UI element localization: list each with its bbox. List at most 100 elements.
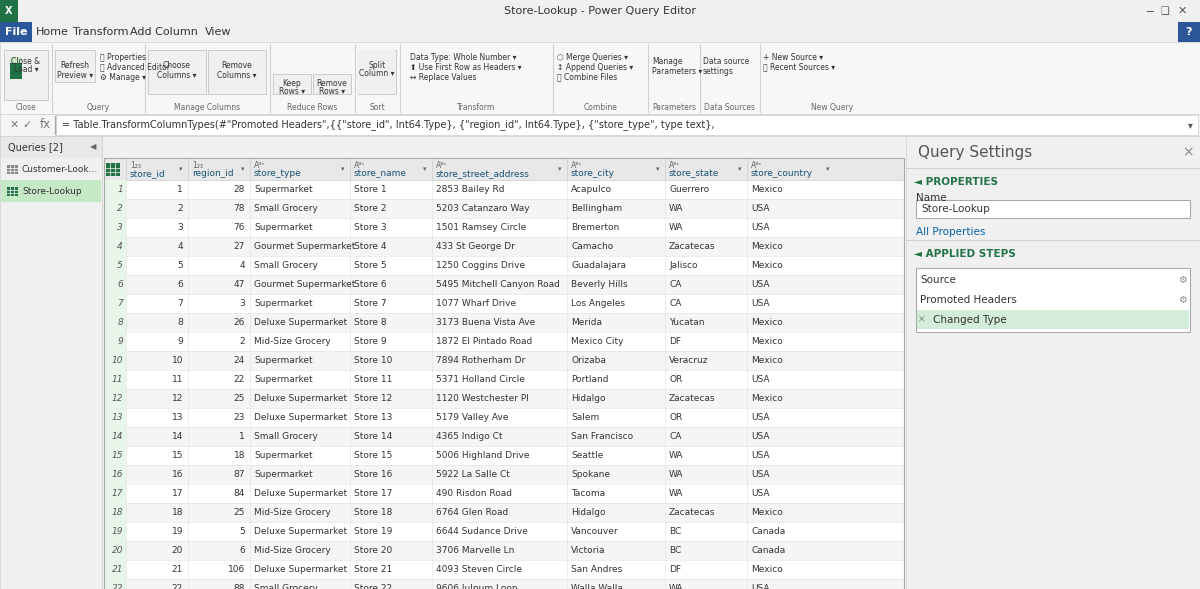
Text: Camacho: Camacho: [571, 242, 613, 251]
Text: store_id: store_id: [130, 170, 166, 178]
Text: ✕: ✕: [918, 316, 925, 325]
Text: ◀: ◀: [90, 143, 96, 151]
Text: Home: Home: [36, 27, 68, 37]
Text: ▾: ▾: [424, 166, 427, 172]
Text: Store 18: Store 18: [354, 508, 392, 517]
Text: 3: 3: [239, 299, 245, 308]
Bar: [104, 256, 904, 275]
Bar: [106, 163, 120, 176]
Bar: [104, 294, 126, 313]
Text: Mexico: Mexico: [751, 242, 782, 251]
Text: Aᴮᶜ: Aᴮᶜ: [670, 160, 680, 170]
Bar: [1, 180, 101, 202]
Bar: [104, 370, 904, 389]
Text: 19: 19: [112, 527, 124, 536]
Text: File: File: [5, 27, 28, 37]
Text: Store 19: Store 19: [354, 527, 392, 536]
Text: Store 2: Store 2: [354, 204, 386, 213]
Text: ▾: ▾: [1188, 120, 1193, 130]
Text: Columns ▾: Columns ▾: [157, 71, 197, 80]
Text: Store 21: Store 21: [354, 565, 392, 574]
Text: 20: 20: [112, 546, 124, 555]
Text: Guerrero: Guerrero: [670, 185, 709, 194]
Bar: [0, 22, 32, 42]
Text: USA: USA: [751, 299, 769, 308]
Bar: [104, 332, 904, 351]
Text: Mexico: Mexico: [751, 508, 782, 517]
Text: Zacatecas: Zacatecas: [670, 508, 715, 517]
Text: Mid-Size Grocery: Mid-Size Grocery: [254, 508, 331, 517]
Text: ◄ PROPERTIES: ◄ PROPERTIES: [914, 177, 998, 187]
Text: 106: 106: [228, 565, 245, 574]
Text: USA: USA: [751, 584, 769, 589]
Text: 1077 Wharf Drive: 1077 Wharf Drive: [436, 299, 516, 308]
Text: settings: settings: [703, 67, 734, 75]
Text: 10: 10: [172, 356, 182, 365]
Bar: [0, 22, 1200, 42]
Text: Supermarket: Supermarket: [254, 356, 313, 365]
Text: ×: ×: [1182, 145, 1194, 159]
Bar: [0, 136, 102, 158]
Bar: [104, 427, 904, 446]
Text: Beverly Hills: Beverly Hills: [571, 280, 628, 289]
Bar: [104, 408, 904, 427]
Text: 1₂₃: 1₂₃: [130, 160, 142, 170]
Text: 9: 9: [118, 337, 124, 346]
Text: Bellingham: Bellingham: [571, 204, 622, 213]
Bar: [10, 57, 22, 63]
Text: Store 10: Store 10: [354, 356, 392, 365]
Text: Store 1: Store 1: [354, 185, 386, 194]
Text: Supermarket: Supermarket: [254, 299, 313, 308]
Text: 16: 16: [172, 470, 182, 479]
Text: 3706 Marvelle Ln: 3706 Marvelle Ln: [436, 546, 515, 555]
Text: WA: WA: [670, 223, 684, 232]
Text: ▾: ▾: [558, 166, 562, 172]
Text: Jalisco: Jalisco: [670, 261, 697, 270]
Text: Store 17: Store 17: [354, 489, 392, 498]
Text: Canada: Canada: [751, 546, 785, 555]
Text: 6: 6: [239, 546, 245, 555]
Text: 4: 4: [118, 242, 124, 251]
Text: Zacatecas: Zacatecas: [670, 394, 715, 403]
Text: Choose: Choose: [163, 61, 191, 71]
Text: Tacoma: Tacoma: [571, 489, 605, 498]
Text: Store 8: Store 8: [354, 318, 386, 327]
Text: Keep: Keep: [283, 80, 301, 88]
Text: Small Grocery: Small Grocery: [254, 261, 318, 270]
Text: 5: 5: [118, 261, 124, 270]
Bar: [104, 180, 904, 199]
Text: Column ▾: Column ▾: [359, 70, 395, 78]
Text: Deluxe Supermarket: Deluxe Supermarket: [254, 565, 347, 574]
Bar: [916, 268, 1190, 332]
Text: Acapulco: Acapulco: [571, 185, 612, 194]
Text: 5006 Highland Drive: 5006 Highland Drive: [436, 451, 529, 460]
Bar: [208, 50, 266, 94]
Text: Name: Name: [916, 193, 947, 203]
Text: Store 20: Store 20: [354, 546, 392, 555]
Text: 22: 22: [234, 375, 245, 384]
Bar: [104, 389, 126, 408]
Text: Refresh: Refresh: [60, 61, 90, 71]
Bar: [104, 351, 126, 370]
Bar: [104, 351, 904, 370]
Bar: [104, 560, 904, 579]
Bar: [104, 199, 126, 218]
Text: 📋 Properties: 📋 Properties: [100, 52, 146, 61]
Text: Veracruz: Veracruz: [670, 356, 708, 365]
Text: Aᴮᶜ: Aᴮᶜ: [436, 160, 448, 170]
Text: 4365 Indigo Ct: 4365 Indigo Ct: [436, 432, 503, 441]
Text: Store 6: Store 6: [354, 280, 386, 289]
Text: 1120 Westchester Pl: 1120 Westchester Pl: [436, 394, 529, 403]
Bar: [104, 158, 904, 589]
Text: 27: 27: [234, 242, 245, 251]
Bar: [104, 158, 904, 180]
Bar: [104, 579, 126, 589]
Bar: [0, 0, 18, 22]
Bar: [104, 484, 126, 503]
Text: ↕ Append Queries ▾: ↕ Append Queries ▾: [557, 62, 634, 71]
Text: 5371 Holland Circle: 5371 Holland Circle: [436, 375, 524, 384]
Text: Store 3: Store 3: [354, 223, 386, 232]
Text: ↔ Replace Values: ↔ Replace Values: [410, 72, 476, 81]
Text: Mexico: Mexico: [751, 261, 782, 270]
Text: 22: 22: [172, 584, 182, 589]
